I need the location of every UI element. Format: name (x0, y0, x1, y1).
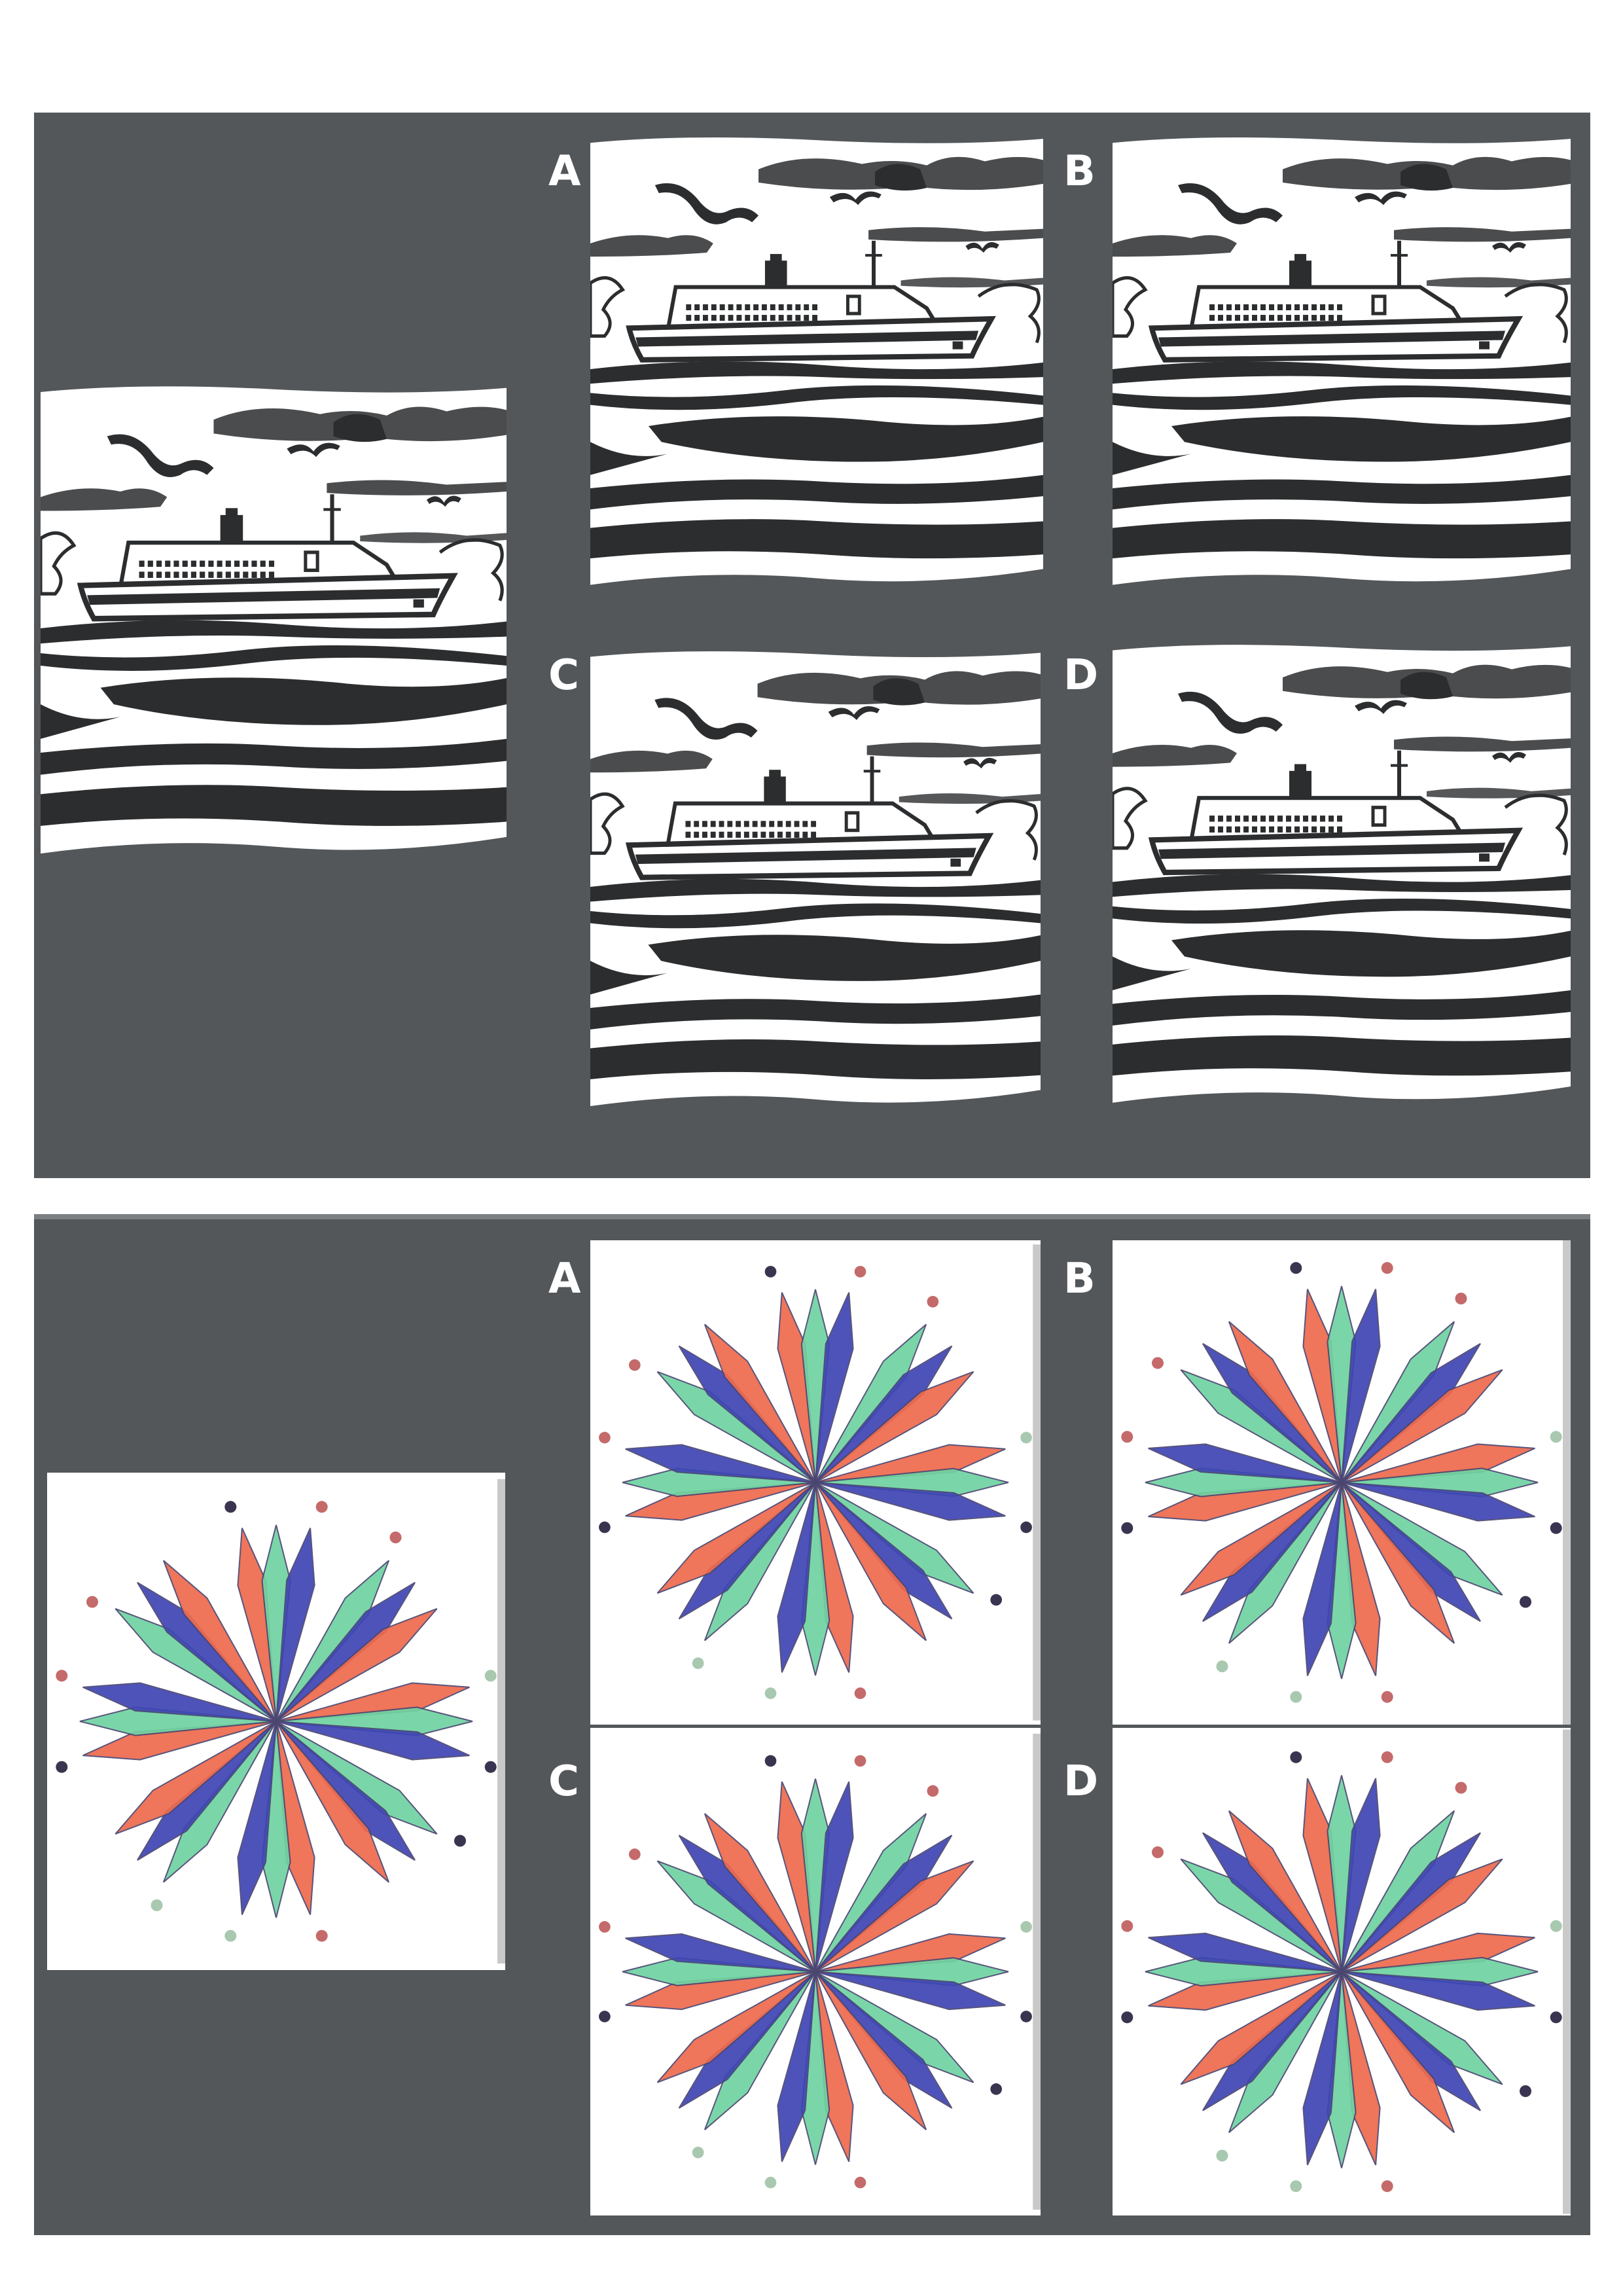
option-b-star-figure[interactable] (1113, 1240, 1571, 1725)
option-label-b: B (1063, 1255, 1096, 1303)
option-c-ship-figure[interactable] (590, 645, 1041, 1129)
option-b-ship-figure[interactable] (1113, 131, 1571, 607)
option-label-d: D (1063, 1757, 1099, 1806)
option-c-star-figure[interactable] (590, 1728, 1041, 2215)
option-label-c: C (548, 1757, 579, 1806)
option-label-a: A (548, 147, 581, 196)
option-label-c: C (548, 651, 579, 700)
option-label-b: B (1063, 147, 1096, 196)
option-a-star-figure[interactable] (590, 1240, 1041, 1725)
option-label-d: D (1063, 651, 1099, 700)
option-a-ship-figure[interactable] (590, 131, 1043, 607)
option-d-ship-figure[interactable] (1113, 638, 1571, 1126)
reference-ship-figure (41, 380, 507, 877)
option-d-star-figure[interactable] (1113, 1728, 1571, 2215)
reference-star-figure (47, 1473, 505, 1970)
option-label-a: A (548, 1255, 581, 1303)
